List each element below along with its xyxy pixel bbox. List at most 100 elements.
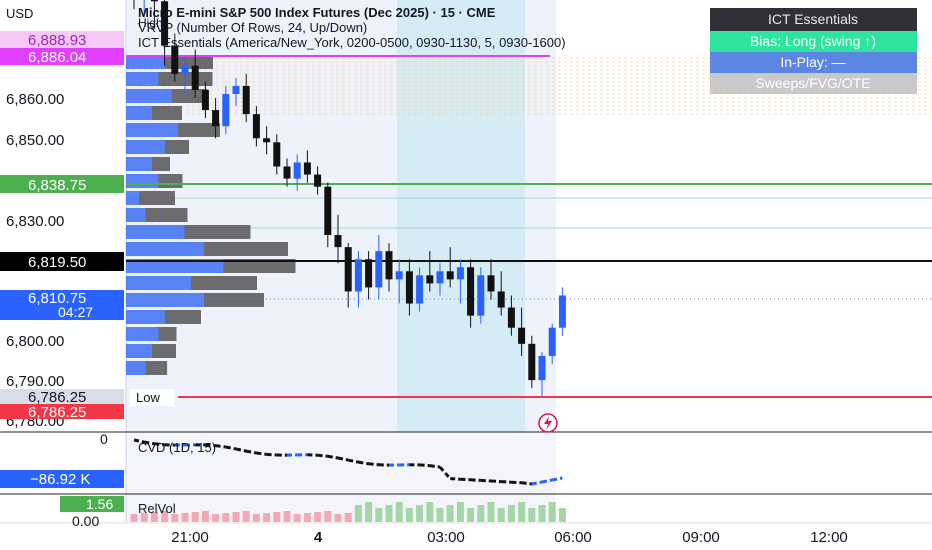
indicator-vrvp-label[interactable]: VRVP (Number Of Rows, 24, Up/Down)	[138, 20, 367, 35]
relvol-bar	[130, 514, 138, 522]
ict-inplay-text: In-Play: —	[780, 54, 845, 70]
candle-body	[395, 271, 403, 280]
candle-body	[405, 271, 413, 304]
price-tag-pink-2: 6,886.04	[28, 49, 86, 66]
candle-body	[538, 355, 546, 381]
candle-body	[201, 89, 209, 111]
relvol-bar	[334, 514, 342, 522]
cvd-segment	[245, 449, 257, 455]
cvd-segment	[460, 477, 471, 482]
vp-up-bar	[126, 208, 146, 222]
relvol-bar	[416, 505, 424, 522]
vp-down-bar	[165, 310, 201, 324]
candle-body	[548, 327, 556, 356]
candle-body	[334, 235, 342, 248]
time-tick: 06:00	[554, 529, 592, 546]
relvol-label[interactable]: RelVol	[138, 501, 176, 516]
time-tick: 4	[314, 529, 323, 546]
lower-pane-background	[126, 432, 556, 522]
candle-body	[242, 85, 250, 115]
vp-up-bar	[126, 174, 159, 188]
price-tick: 6,800.00	[6, 333, 64, 350]
candle-body	[528, 343, 536, 381]
vp-down-bar	[204, 242, 288, 256]
relvol-bar	[497, 508, 505, 522]
candle-body	[161, 1, 169, 46]
relvol-bar	[365, 502, 373, 522]
relvol-bar	[191, 512, 199, 522]
relvol-bar	[171, 514, 179, 522]
relvol-series	[130, 502, 566, 522]
candle-body	[354, 259, 362, 292]
cvd-segment	[521, 481, 532, 486]
vp-up-bar	[126, 106, 152, 120]
vp-down-bar	[139, 191, 175, 205]
candle-body	[191, 65, 199, 90]
relvol-bar	[201, 511, 209, 522]
cvd-label[interactable]: CVD (1D, 15)	[138, 440, 216, 455]
range-band-orange	[126, 57, 932, 115]
vp-up-bar	[126, 89, 172, 103]
cvd-value: −86.92 K	[30, 471, 90, 488]
relvol-bar	[426, 502, 434, 522]
relvol-bar	[293, 514, 301, 522]
price-tag-pink-1-bg	[0, 31, 124, 48]
relvol-bar	[273, 512, 281, 522]
candle-body	[416, 275, 424, 304]
candle-body	[467, 267, 475, 316]
time-axis[interactable]: 21:00 4 03:00 06:00 09:00 12:00	[171, 529, 848, 546]
relvol-bar	[140, 513, 148, 522]
vp-up-bar	[126, 157, 152, 171]
price-tick: 6,790.00	[6, 373, 64, 390]
time-tick: 09:00	[682, 529, 720, 546]
vp-down-bar	[165, 140, 189, 154]
cvd-segment	[154, 442, 165, 447]
price-tag-pink-2-bg	[0, 48, 124, 65]
price-tag-low-red: 6,786.25	[28, 404, 86, 421]
price-tag-current-bg	[0, 290, 124, 320]
relvol-bar	[303, 513, 311, 522]
price-tag-current: 6,810.75	[28, 290, 86, 307]
candle-body	[375, 251, 383, 288]
candle-body	[497, 291, 505, 308]
ict-panel-title-bg	[710, 8, 917, 31]
vp-up-bar	[126, 276, 191, 290]
vp-down-bar	[223, 259, 296, 273]
candle-body	[507, 307, 515, 328]
price-tick: 6,830.00	[6, 213, 64, 230]
vp-up-bar	[126, 140, 165, 154]
indicator-ict-label[interactable]: ICT Essentials (America/New_York, 0200-0…	[138, 35, 566, 50]
ict-panel: ICT Essentials Bias: Long (swing ↑) In-P…	[710, 8, 917, 94]
symbol-title[interactable]: Micro E-mini S&P 500 Index Futures (Dec …	[138, 5, 496, 20]
relvol-axis-zero: 0.00	[72, 513, 99, 529]
relvol-bar	[385, 505, 393, 522]
candle-body	[324, 186, 332, 236]
candle-body	[212, 110, 220, 127]
candle-body	[477, 275, 485, 316]
candle-body	[456, 267, 464, 280]
vp-down-bar	[158, 327, 177, 341]
currency-label: USD	[6, 6, 33, 21]
lightning-icon[interactable]	[538, 413, 558, 433]
relvol-bar	[181, 513, 189, 522]
price-tick: 6,850.00	[6, 132, 64, 149]
vp-up-bar	[126, 310, 165, 324]
time-tick: 03:00	[427, 529, 465, 546]
relvol-bar	[344, 513, 352, 522]
ict-bias-bg	[710, 31, 917, 52]
relvol-bar	[232, 512, 240, 522]
candle-body	[558, 295, 566, 328]
bar-countdown: 04:27	[58, 304, 93, 320]
ict-status-bg	[710, 73, 917, 94]
candle-body	[293, 162, 301, 179]
relvol-bar	[507, 505, 515, 522]
relvol-bar	[212, 514, 220, 522]
time-tick: 21:00	[171, 529, 209, 546]
candle-body	[426, 275, 434, 284]
relvol-bar	[518, 502, 526, 522]
candle-body	[171, 45, 179, 74]
relvol-bar	[375, 508, 383, 522]
cvd-segment	[368, 462, 379, 467]
high-label-overlap: High	[138, 16, 163, 30]
